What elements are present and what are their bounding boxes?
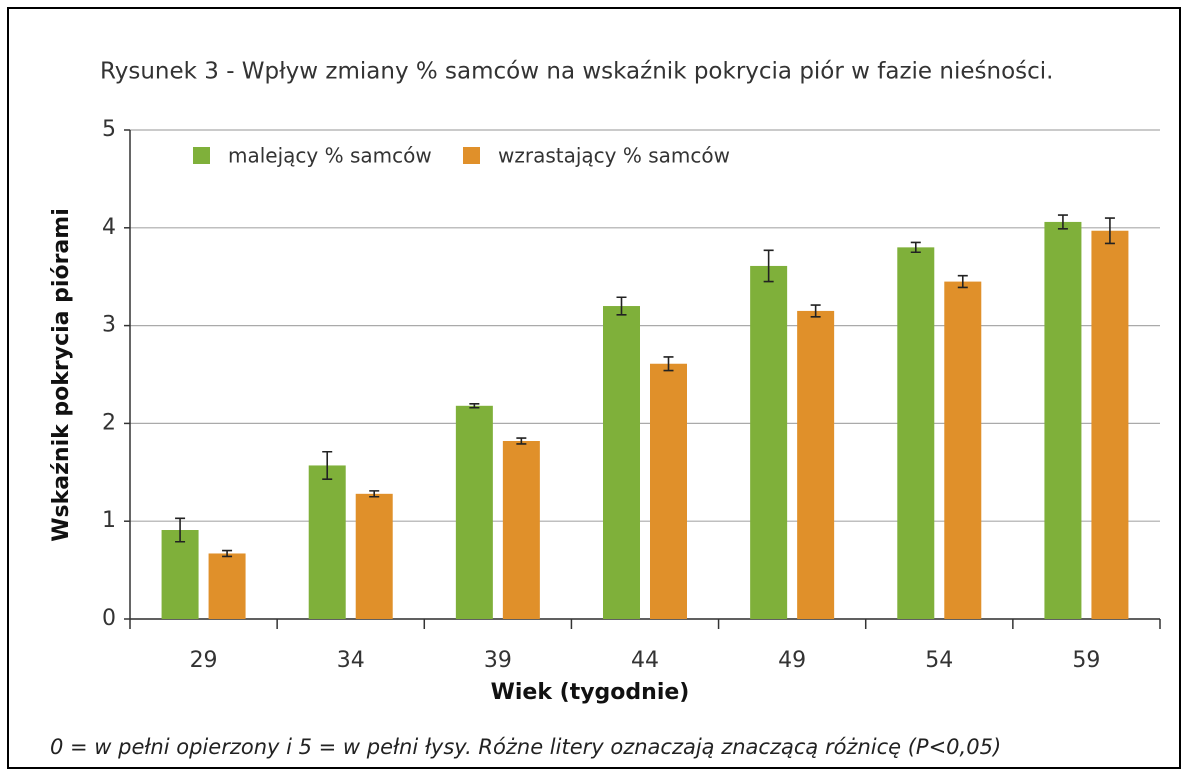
y-tick-label: 3: [102, 313, 116, 338]
x-tick-label: 54: [925, 648, 953, 673]
frame: [7, 7, 1181, 769]
bar: [1091, 230, 1129, 619]
error-bar: [616, 296, 627, 316]
x-tick-label: 44: [631, 648, 659, 673]
error-bar: [810, 304, 821, 318]
error-bar: [663, 356, 674, 372]
bar: [897, 247, 935, 620]
bar: [208, 553, 246, 619]
error-bar: [469, 403, 480, 409]
legend-swatch: [193, 147, 210, 164]
bar: [455, 405, 493, 619]
bar: [750, 265, 788, 619]
x-tick-label: 49: [778, 648, 806, 673]
x-tick-label: 29: [190, 648, 218, 673]
y-tick-label: 1: [102, 508, 116, 533]
legend-label: wzrastający % samców: [498, 144, 730, 168]
bar: [797, 310, 835, 619]
error-bar: [322, 450, 333, 480]
bar: [650, 363, 687, 619]
legend-label: malejący % samców: [228, 144, 432, 168]
bar: [355, 493, 393, 619]
x-axis-label: Wiek (tygodnie): [491, 680, 690, 705]
error-bar: [222, 549, 233, 558]
y-tick-label: 5: [102, 117, 116, 142]
footnote: 0 = w pełni opierzony i 5 = w pełni łysy…: [50, 735, 1001, 759]
y-axis-label: Wskaźnik pokrycia piórami: [49, 208, 74, 541]
x-tick-label: 39: [484, 648, 512, 673]
bar: [1044, 221, 1082, 619]
error-bar: [516, 437, 527, 445]
bar: [308, 465, 346, 619]
bar: [161, 530, 199, 619]
error-bar: [369, 490, 380, 498]
bar: [502, 441, 540, 619]
x-tick-label: 34: [337, 648, 365, 673]
error-bar: [175, 517, 186, 543]
legend-swatch: [463, 147, 480, 164]
bar: [944, 281, 982, 619]
y-tick-label: 0: [102, 606, 116, 631]
x-tick-label: 59: [1072, 648, 1100, 673]
error-bar: [1104, 217, 1115, 245]
chart-title: Rysunek 3 - Wpływ zmiany % samców na wsk…: [100, 59, 1053, 85]
error-bar: [957, 274, 968, 289]
error-bar: [910, 241, 921, 254]
error-bar: [763, 249, 774, 283]
error-bar: [1057, 214, 1068, 230]
y-tick-label: 4: [102, 215, 116, 240]
y-tick-label: 2: [102, 410, 116, 435]
bar: [603, 306, 640, 619]
